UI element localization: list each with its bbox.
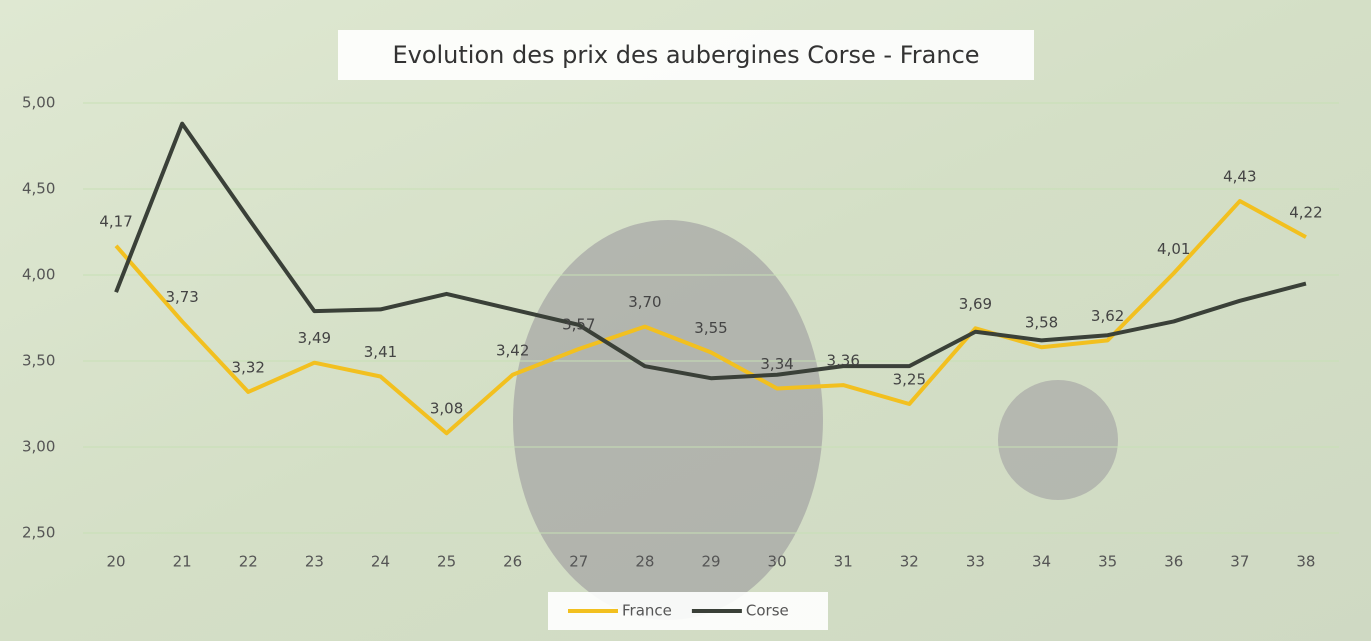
data-label: 3,57 <box>562 315 595 333</box>
x-tick-label: 29 <box>701 553 720 571</box>
x-tick-label: 23 <box>305 553 324 571</box>
data-label: 4,01 <box>1157 240 1190 258</box>
data-label: 3,55 <box>694 319 727 337</box>
x-tick-label: 33 <box>966 553 985 571</box>
data-label: 4,22 <box>1289 204 1322 222</box>
x-tick-label: 26 <box>503 553 522 571</box>
data-label: 3,34 <box>760 355 793 373</box>
x-tick-label: 30 <box>768 553 787 571</box>
data-label: 4,43 <box>1223 168 1256 186</box>
chart-title: Evolution des prix des aubergines Corse … <box>392 41 979 69</box>
x-tick-label: 37 <box>1230 553 1249 571</box>
y-tick-label: 3,00 <box>22 438 55 456</box>
x-tick-label: 31 <box>834 553 853 571</box>
data-label: 3,73 <box>165 288 198 306</box>
data-label: 3,70 <box>628 293 661 311</box>
data-label: 4,17 <box>99 212 132 230</box>
x-tick-label: 21 <box>173 553 192 571</box>
x-tick-label: 35 <box>1098 553 1117 571</box>
y-tick-label: 5,00 <box>22 94 55 112</box>
x-tick-label: 22 <box>239 553 258 571</box>
x-tick-label: 38 <box>1296 553 1315 571</box>
data-label: 3,32 <box>232 358 265 376</box>
data-label: 3,41 <box>364 343 397 361</box>
legend-label: Corse <box>746 602 789 620</box>
x-tick-label: 20 <box>107 553 126 571</box>
chart: Evolution des prix des aubergines Corse … <box>0 0 1371 641</box>
x-tick-label: 25 <box>437 553 456 571</box>
y-tick-label: 4,50 <box>22 180 55 198</box>
y-tick-label: 4,00 <box>22 266 55 284</box>
data-label: 3,25 <box>893 371 926 389</box>
y-tick-label: 2,50 <box>22 524 55 542</box>
data-label: 3,58 <box>1025 314 1058 332</box>
legend-label: France <box>622 602 672 620</box>
x-tick-label: 34 <box>1032 553 1051 571</box>
data-label: 3,42 <box>496 341 529 359</box>
x-tick-label: 36 <box>1164 553 1183 571</box>
data-label: 3,62 <box>1091 307 1124 325</box>
x-tick-label: 28 <box>635 553 654 571</box>
data-label: 3,36 <box>827 352 860 370</box>
decor-eggplant <box>998 380 1118 500</box>
x-tick-label: 32 <box>900 553 919 571</box>
data-label: 3,49 <box>298 329 331 347</box>
x-tick-label: 27 <box>569 553 588 571</box>
x-tick-label: 24 <box>371 553 390 571</box>
data-label: 3,08 <box>430 400 463 418</box>
y-tick-label: 3,50 <box>22 352 55 370</box>
data-label: 3,69 <box>959 295 992 313</box>
